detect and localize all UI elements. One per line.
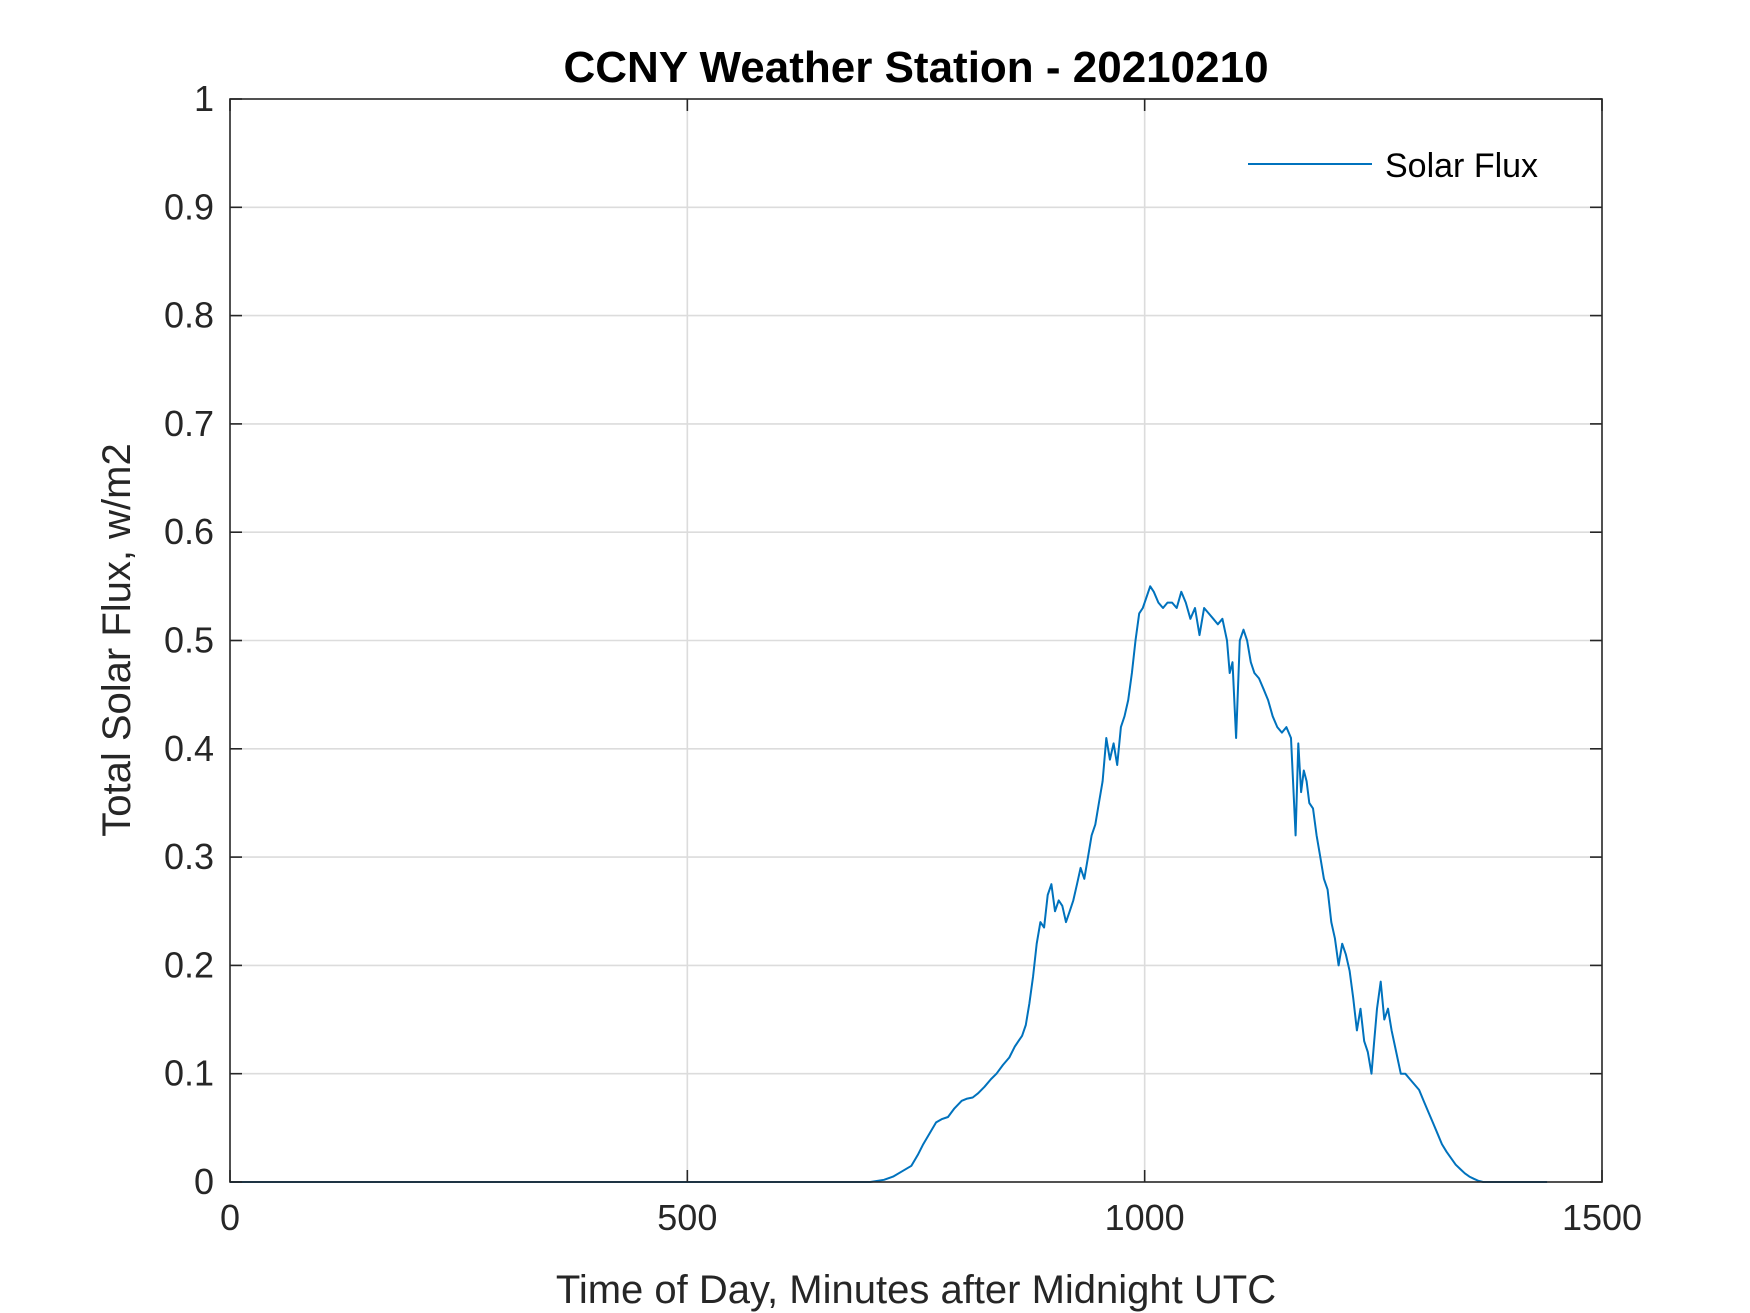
y-tick-label: 0.3 — [164, 836, 214, 877]
y-tick-label: 0.9 — [164, 186, 214, 227]
x-tick-label: 1000 — [1105, 1197, 1185, 1238]
x-tick-label: 0 — [220, 1197, 240, 1238]
x-axis-label: Time of Day, Minutes after Midnight UTC — [556, 1268, 1276, 1312]
y-tick-label: 0.2 — [164, 944, 214, 985]
x-tick-label: 1500 — [1562, 1197, 1642, 1238]
y-tick-label: 0.7 — [164, 403, 214, 444]
series-layer — [230, 585, 1548, 1183]
y-tick-label: 0.1 — [164, 1053, 214, 1094]
legend: Solar Flux — [1248, 147, 1538, 185]
chart-title: CCNY Weather Station - 20210210 — [563, 43, 1268, 92]
x-tick-label: 500 — [657, 1197, 717, 1238]
series-line-solar-flux — [230, 585, 1548, 1183]
tick-labels: 0 500 1000 1500 0 0.1 0.2 0.3 0.4 0.5 0.6 0.7 0.8 0.9… — [164, 78, 1642, 1238]
y-tick-label: 0.5 — [164, 620, 214, 661]
axis-ticks — [229, 98, 1603, 1183]
y-axis-label: Total Solar Flux, w/m2 — [95, 443, 139, 836]
legend-label-solar-flux: Solar Flux — [1385, 147, 1538, 185]
y-tick-label: 1 — [194, 78, 214, 119]
y-tick-label: 0.6 — [164, 511, 214, 552]
y-tick-label: 0.8 — [164, 295, 214, 336]
y-tick-label: 0.4 — [164, 728, 214, 769]
grid-lines — [230, 99, 1602, 1182]
y-tick-label: 0 — [194, 1161, 214, 1202]
